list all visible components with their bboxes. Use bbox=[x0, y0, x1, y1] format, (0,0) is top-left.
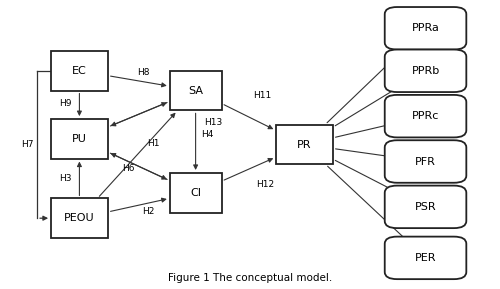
Text: H3: H3 bbox=[60, 174, 72, 183]
Text: PPRc: PPRc bbox=[412, 111, 439, 121]
Text: H9: H9 bbox=[60, 99, 72, 108]
Text: H4: H4 bbox=[201, 130, 213, 139]
FancyBboxPatch shape bbox=[384, 140, 466, 183]
Text: PEOU: PEOU bbox=[64, 213, 94, 223]
FancyBboxPatch shape bbox=[384, 7, 466, 49]
Text: H12: H12 bbox=[256, 180, 274, 189]
FancyBboxPatch shape bbox=[170, 173, 222, 212]
FancyBboxPatch shape bbox=[51, 51, 108, 91]
Text: PFR: PFR bbox=[415, 157, 436, 166]
Text: H7: H7 bbox=[20, 140, 33, 149]
FancyBboxPatch shape bbox=[384, 237, 466, 279]
FancyBboxPatch shape bbox=[384, 95, 466, 137]
Text: PER: PER bbox=[415, 253, 436, 263]
Text: EC: EC bbox=[72, 66, 87, 76]
Text: SA: SA bbox=[188, 86, 203, 96]
FancyBboxPatch shape bbox=[384, 186, 466, 228]
Text: CI: CI bbox=[190, 188, 201, 198]
Text: H11: H11 bbox=[253, 91, 272, 100]
Text: PSR: PSR bbox=[414, 202, 436, 212]
Text: H2: H2 bbox=[142, 207, 155, 216]
FancyBboxPatch shape bbox=[51, 119, 108, 159]
Text: PU: PU bbox=[72, 134, 87, 144]
Text: PR: PR bbox=[297, 140, 312, 149]
FancyBboxPatch shape bbox=[170, 71, 222, 110]
Text: PPRb: PPRb bbox=[412, 66, 440, 76]
Text: PPRa: PPRa bbox=[412, 23, 440, 33]
Text: H8: H8 bbox=[138, 68, 150, 77]
Text: Figure 1 The conceptual model.: Figure 1 The conceptual model. bbox=[168, 273, 332, 284]
FancyBboxPatch shape bbox=[276, 125, 333, 164]
FancyBboxPatch shape bbox=[51, 198, 108, 238]
Text: H6: H6 bbox=[122, 164, 135, 173]
Text: H1: H1 bbox=[148, 139, 160, 148]
FancyBboxPatch shape bbox=[384, 49, 466, 92]
Text: H13: H13 bbox=[204, 118, 222, 127]
